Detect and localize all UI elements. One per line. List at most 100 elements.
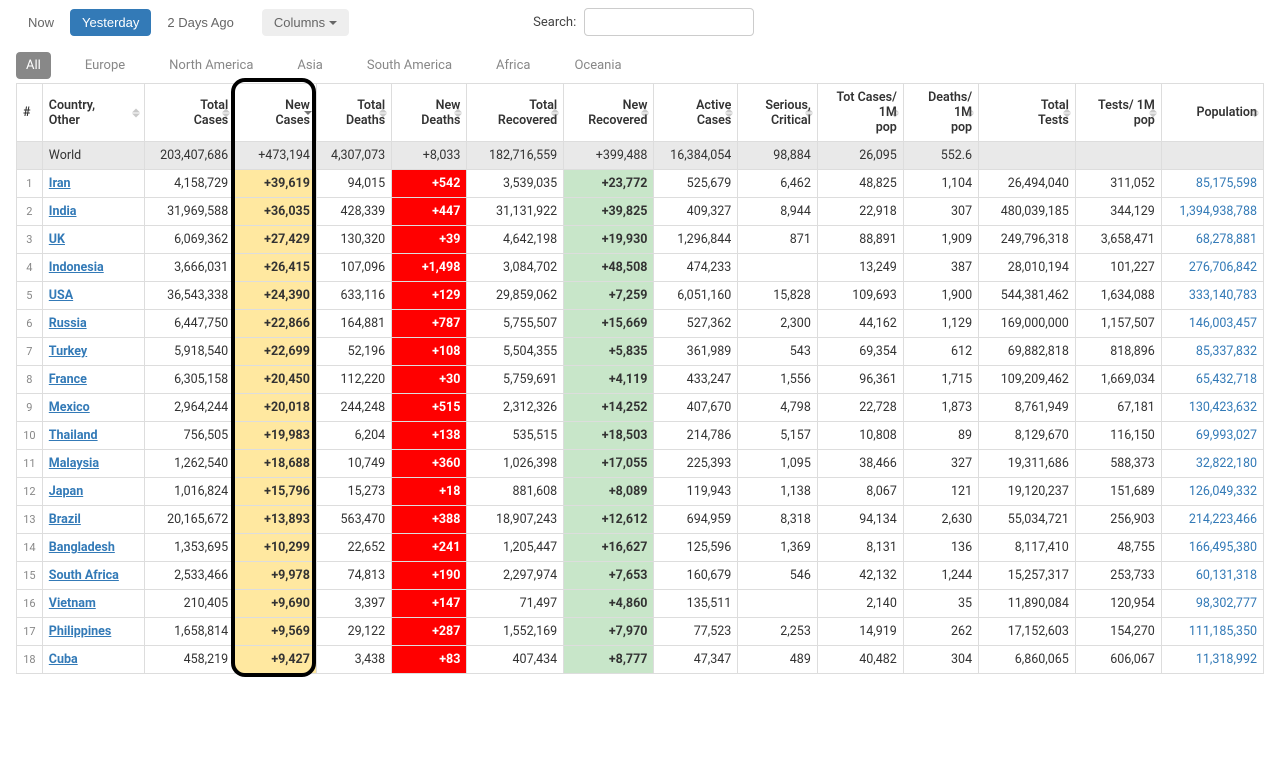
critical-cell: 8,318 (738, 506, 818, 534)
row-index: 9 (17, 394, 43, 422)
tests-1m-cell: 253,733 (1075, 562, 1161, 590)
table-row: 1Iran4,158,729+39,61994,015+5423,539,035… (17, 170, 1264, 198)
country-link[interactable]: India (49, 204, 77, 219)
population-link[interactable]: 166,495,380 (1189, 540, 1257, 555)
sort-icon (805, 108, 813, 117)
new-deaths-cell: +8,033 (392, 142, 467, 170)
new-recovered-cell: +18,503 (564, 422, 654, 450)
population-link[interactable]: 98,302,777 (1196, 596, 1257, 611)
yesterday-button[interactable]: Yesterday (70, 9, 151, 36)
population-link[interactable]: 11,318,992 (1196, 652, 1257, 667)
total-recovered-cell: 3,539,035 (467, 170, 564, 198)
total-recovered-cell: 5,755,507 (467, 310, 564, 338)
column-header-new-deaths[interactable]: NewDeaths (392, 84, 467, 142)
country-link[interactable]: Russia (49, 316, 87, 331)
row-index: 11 (17, 450, 43, 478)
population-link[interactable]: 214,223,466 (1189, 512, 1257, 527)
column-header-active-cases[interactable]: ActiveCases (654, 84, 738, 142)
tab-africa[interactable]: Africa (486, 52, 540, 79)
population-link[interactable]: 111,185,350 (1189, 624, 1257, 639)
row-index: 5 (17, 282, 43, 310)
tests-1m-cell: 154,270 (1075, 618, 1161, 646)
total-recovered-cell: 29,859,062 (467, 282, 564, 310)
population-link[interactable]: 68,278,881 (1196, 232, 1257, 247)
tab-europe[interactable]: Europe (75, 52, 135, 79)
column-header-new-recovered[interactable]: NewRecovered (564, 84, 654, 142)
country-link[interactable]: Turkey (49, 344, 87, 359)
total-tests-cell: 8,129,670 (979, 422, 1076, 450)
total-tests-cell: 249,796,318 (979, 226, 1076, 254)
now-button[interactable]: Now (16, 9, 66, 36)
country-link[interactable]: Cuba (49, 652, 78, 667)
country-link[interactable]: Thailand (49, 428, 98, 443)
column-header-tot-cases-1m-pop[interactable]: Tot Cases/ 1Mpop (817, 84, 903, 142)
country-link[interactable]: Philippines (49, 624, 112, 639)
population-link[interactable]: 69,993,027 (1196, 428, 1257, 443)
cases-1m-cell: 8,131 (817, 534, 903, 562)
population-link[interactable]: 333,140,783 (1189, 288, 1257, 303)
column-header-tests-1m-pop[interactable]: Tests/ 1Mpop (1075, 84, 1161, 142)
population-link[interactable]: 32,822,180 (1196, 456, 1257, 471)
table-row: 9Mexico2,964,244+20,018244,248+5152,312,… (17, 394, 1264, 422)
column-header--[interactable]: # (17, 84, 43, 142)
total-cases-cell: 6,069,362 (144, 226, 234, 254)
deaths-1m-cell: 1,900 (903, 282, 978, 310)
country-link[interactable]: South Africa (49, 568, 119, 583)
column-header-deaths-1m-pop[interactable]: Deaths/ 1Mpop (903, 84, 978, 142)
population-link[interactable]: 85,337,832 (1196, 344, 1257, 359)
deaths-1m-cell: 121 (903, 478, 978, 506)
column-header-total-recovered[interactable]: TotalRecovered (467, 84, 564, 142)
column-header-country-other[interactable]: Country,Other (42, 84, 144, 142)
population-link[interactable]: 276,706,842 (1189, 260, 1257, 275)
total-deaths-cell: 29,122 (316, 618, 391, 646)
active-cases-cell: 135,511 (654, 590, 738, 618)
new-deaths-cell: +39 (392, 226, 467, 254)
deaths-1m-cell: 262 (903, 618, 978, 646)
population-link[interactable]: 60,131,318 (1196, 568, 1257, 583)
country-link[interactable]: UK (49, 232, 65, 247)
tests-1m-cell: 606,067 (1075, 646, 1161, 674)
tab-oceania[interactable]: Oceania (564, 52, 631, 79)
cases-1m-cell: 8,067 (817, 478, 903, 506)
country-link[interactable]: Japan (49, 484, 83, 499)
column-header-new-cases[interactable]: NewCases (235, 84, 317, 142)
tab-all[interactable]: All (16, 52, 51, 79)
column-header-total-deaths[interactable]: TotalDeaths (316, 84, 391, 142)
population-link[interactable]: 146,003,457 (1189, 316, 1257, 331)
country-link[interactable]: Bangladesh (49, 540, 115, 555)
column-header-total-cases[interactable]: TotalCases (144, 84, 234, 142)
total-cases-cell: 5,918,540 (144, 338, 234, 366)
column-header-serious-critical[interactable]: Serious,Critical (738, 84, 818, 142)
country-link[interactable]: Iran (49, 176, 71, 191)
population-link[interactable]: 85,175,598 (1196, 176, 1257, 191)
country-link[interactable]: USA (49, 288, 73, 303)
country-link[interactable]: Brazil (49, 512, 81, 527)
two-days-button[interactable]: 2 Days Ago (155, 9, 246, 36)
tests-1m-cell: 1,634,088 (1075, 282, 1161, 310)
population-link[interactable]: 126,049,332 (1189, 484, 1257, 499)
country-link[interactable]: Vietnam (49, 596, 96, 611)
country-link[interactable]: France (49, 372, 87, 387)
columns-button[interactable]: Columns (262, 9, 349, 36)
new-recovered-cell: +14,252 (564, 394, 654, 422)
country-link[interactable]: Malaysia (49, 456, 99, 471)
tab-north-america[interactable]: North America (159, 52, 263, 79)
total-deaths-cell: 107,096 (316, 254, 391, 282)
country-link[interactable]: Mexico (49, 400, 90, 415)
column-header-total-tests[interactable]: TotalTests (979, 84, 1076, 142)
column-header-population[interactable]: Population (1161, 84, 1263, 142)
tab-asia[interactable]: Asia (287, 52, 332, 79)
cases-1m-cell: 109,693 (817, 282, 903, 310)
total-deaths-cell: 74,813 (316, 562, 391, 590)
tab-south-america[interactable]: South America (357, 52, 462, 79)
critical-cell: 4,798 (738, 394, 818, 422)
critical-cell: 5,157 (738, 422, 818, 450)
search-input[interactable] (584, 8, 754, 36)
population-link[interactable]: 130,423,632 (1189, 400, 1257, 415)
population-link[interactable]: 65,432,718 (1196, 372, 1257, 387)
population-cell: 130,423,632 (1161, 394, 1263, 422)
country-link[interactable]: Indonesia (49, 260, 104, 275)
row-index: 17 (17, 618, 43, 646)
country-cell: Cuba (42, 646, 144, 674)
population-link[interactable]: 1,394,938,788 (1179, 204, 1257, 219)
